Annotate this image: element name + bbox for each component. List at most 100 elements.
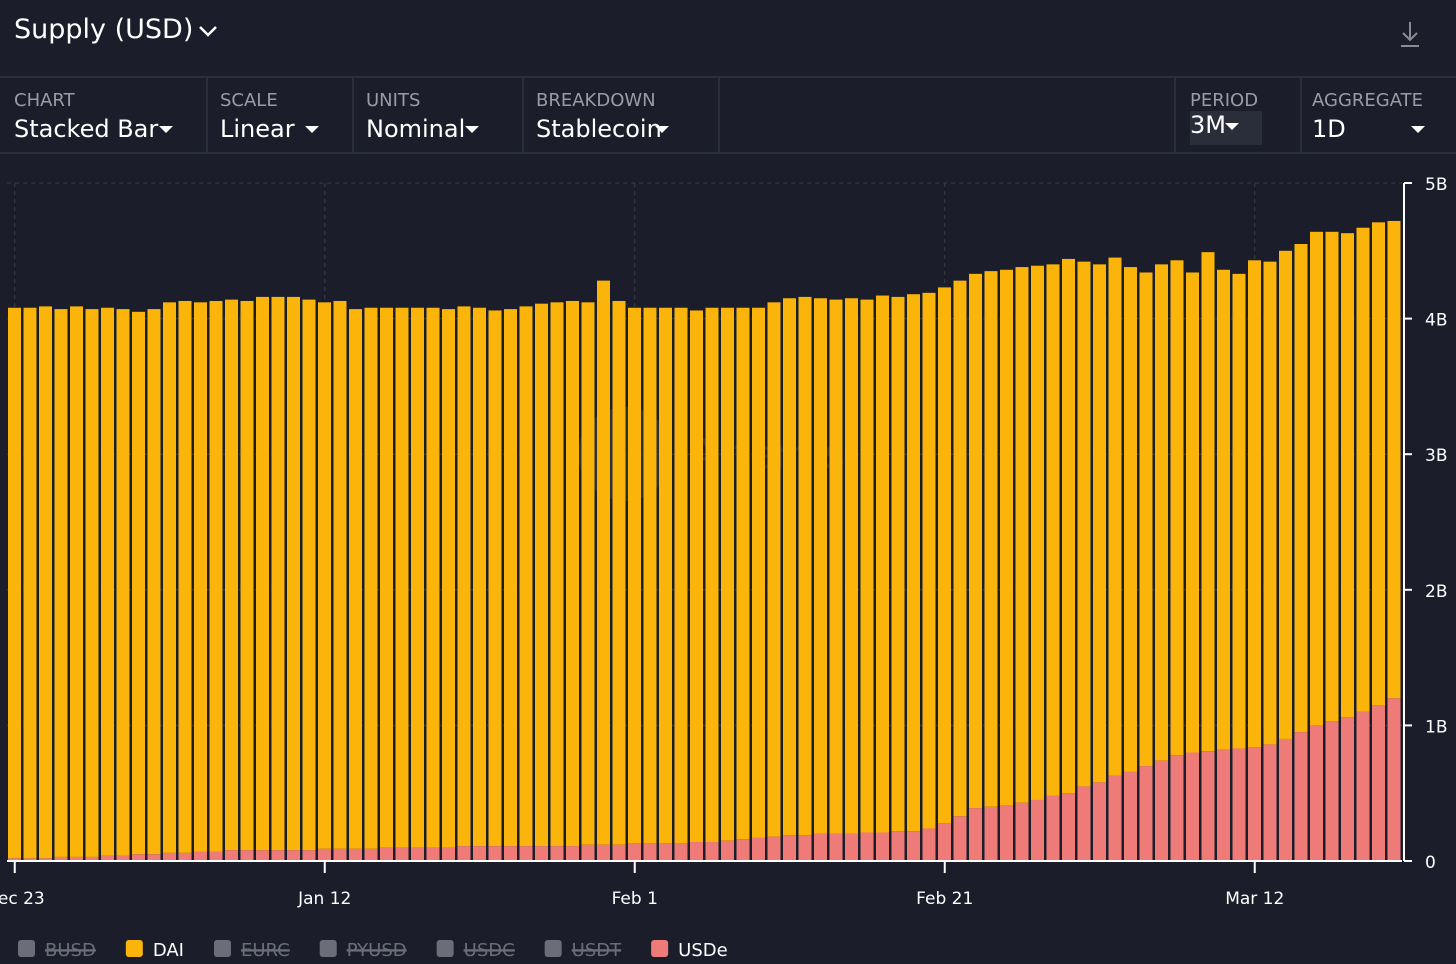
bar-segment bbox=[1356, 711, 1370, 861]
bar-segment bbox=[1294, 244, 1308, 733]
bar-segment bbox=[907, 294, 920, 832]
bar-segment bbox=[1046, 795, 1060, 861]
control[interactable]: SCALE Linear bbox=[206, 78, 354, 152]
bar-segment bbox=[752, 307, 765, 838]
bar-segment bbox=[349, 309, 362, 849]
bar-segment bbox=[736, 307, 750, 840]
bar-segment bbox=[194, 302, 207, 852]
y-tick-label: 3B bbox=[1425, 446, 1447, 466]
bar-segment bbox=[70, 306, 83, 857]
bar-segment bbox=[116, 309, 130, 856]
bar-segment bbox=[163, 852, 176, 861]
bar-segment bbox=[969, 808, 982, 861]
bar-segment bbox=[473, 307, 486, 847]
caret bbox=[465, 126, 479, 133]
control-value[interactable]: 1D bbox=[1312, 115, 1346, 143]
caret bbox=[159, 126, 173, 133]
legend-item[interactable]: USDe bbox=[651, 940, 728, 961]
bar-segment bbox=[1031, 799, 1044, 861]
bar-segment bbox=[566, 846, 579, 861]
bar-segment bbox=[1372, 705, 1385, 861]
bar-segment bbox=[8, 858, 21, 861]
bar-segment bbox=[1062, 258, 1075, 794]
bar-segment bbox=[1015, 802, 1029, 861]
bar-segment bbox=[597, 280, 610, 845]
legend-item[interactable]: USDT bbox=[544, 940, 622, 961]
bar-segment bbox=[581, 844, 595, 861]
bar-segment bbox=[488, 846, 502, 861]
bar-segment bbox=[271, 296, 285, 851]
legend-item[interactable]: USDC bbox=[436, 940, 515, 961]
x-tick-label: Feb 21 bbox=[916, 889, 973, 909]
bar-segment bbox=[1248, 747, 1261, 861]
bar-segment bbox=[1294, 732, 1308, 861]
bar-segment bbox=[1387, 220, 1401, 699]
bar-segment bbox=[54, 856, 68, 861]
legend-label: PYUSD bbox=[347, 940, 407, 961]
bar-segment bbox=[302, 299, 316, 851]
bar-segment bbox=[194, 851, 207, 861]
download-button[interactable] bbox=[1398, 20, 1422, 48]
legend-swatch bbox=[651, 940, 669, 957]
bar-segment bbox=[287, 296, 300, 851]
bar-segment bbox=[938, 287, 951, 824]
control-value[interactable]: Linear bbox=[220, 115, 295, 143]
bar-segment bbox=[550, 302, 564, 847]
control-value[interactable]: Stacked Bar bbox=[14, 115, 159, 143]
bar-segment bbox=[287, 850, 300, 861]
bar-segment bbox=[1170, 260, 1184, 756]
control[interactable]: BREAKDOWN Stablecoin bbox=[522, 78, 720, 152]
bar-segment bbox=[54, 309, 68, 857]
legend-item[interactable]: EURC bbox=[213, 940, 290, 961]
control[interactable]: CHART Stacked Bar bbox=[0, 78, 208, 152]
legend-label: USDT bbox=[572, 940, 622, 961]
y-tick-label: 1B bbox=[1425, 717, 1447, 737]
bar-segment bbox=[690, 310, 703, 843]
bar-segment bbox=[1279, 738, 1292, 861]
bar-segment bbox=[380, 847, 393, 861]
control-value[interactable]: Nominal bbox=[366, 115, 466, 143]
bar-segment bbox=[922, 828, 936, 861]
bar-segment bbox=[1325, 231, 1339, 722]
bar-segment bbox=[132, 854, 145, 861]
bar-segment bbox=[1108, 257, 1122, 776]
bar-segment bbox=[1201, 751, 1215, 861]
legend-item[interactable]: DAI bbox=[125, 940, 184, 961]
bar-segment bbox=[457, 306, 471, 847]
legend-label: DAI bbox=[153, 940, 184, 961]
bar-segment bbox=[953, 280, 967, 817]
y-tick-label: 4B bbox=[1425, 311, 1447, 331]
bar-segment bbox=[8, 307, 21, 859]
title-caret[interactable] bbox=[198, 24, 218, 38]
x-tick-label: Mar 12 bbox=[1225, 889, 1284, 909]
bar-segment bbox=[23, 858, 37, 861]
bar-segment bbox=[395, 307, 409, 848]
bar-segment bbox=[256, 850, 269, 861]
control-value[interactable]: 3M bbox=[1190, 111, 1262, 145]
bar-segment bbox=[225, 299, 238, 851]
bar-segment bbox=[426, 307, 440, 848]
bar-segment bbox=[23, 307, 37, 859]
bar-segment bbox=[519, 306, 533, 847]
bar-segment bbox=[1248, 260, 1261, 748]
chart-title[interactable]: Supply (USD) bbox=[14, 14, 194, 45]
bar-segment bbox=[256, 296, 269, 851]
bar-segment bbox=[442, 847, 455, 861]
legend-label: USDC bbox=[464, 940, 515, 961]
bar-segment bbox=[1341, 717, 1354, 861]
bar-segment bbox=[1170, 755, 1184, 861]
bar-segment bbox=[426, 847, 440, 861]
control-value[interactable]: Stablecoin bbox=[536, 115, 662, 143]
legend-item[interactable]: BUSD bbox=[18, 940, 96, 961]
bar-segment bbox=[1093, 782, 1106, 861]
bar-segment bbox=[1217, 749, 1230, 861]
bar-segment bbox=[829, 299, 843, 834]
control[interactable]: AGGREGATE 1D bbox=[1298, 78, 1456, 152]
bar-segment bbox=[1232, 748, 1246, 861]
control[interactable]: UNITS Nominal bbox=[352, 78, 524, 152]
control[interactable]: PERIOD 3M bbox=[1174, 78, 1302, 152]
controls-bar: CHART Stacked Bar SCALE Linear UNITS Nominal B… bbox=[0, 76, 1456, 154]
legend-item[interactable]: PYUSD bbox=[319, 940, 407, 961]
control-label: PERIOD bbox=[1190, 90, 1259, 111]
control-label: SCALE bbox=[220, 90, 278, 111]
